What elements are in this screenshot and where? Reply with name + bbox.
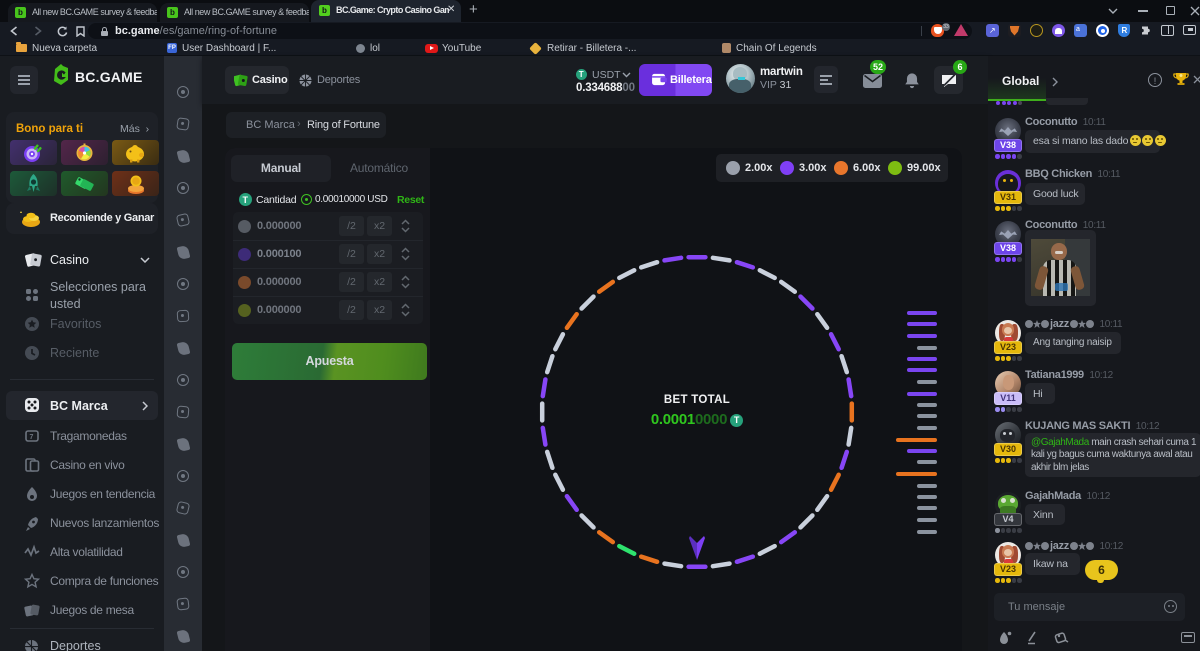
svg-text:7: 7 [30,434,34,441]
